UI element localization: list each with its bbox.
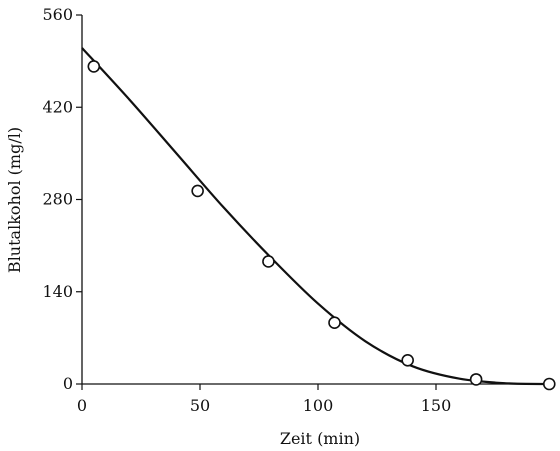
data-point <box>191 184 204 198</box>
x-axis-title: Zeit (min) <box>280 429 360 448</box>
data-point <box>262 255 275 268</box>
data-point <box>401 353 414 367</box>
x-ticks: 0 50 100 150 <box>77 384 451 415</box>
fitted-curve <box>81 47 550 386</box>
y-tick-label: 560 <box>42 5 73 24</box>
data-points <box>87 60 556 391</box>
data-point <box>328 316 341 330</box>
x-tick-label: 100 <box>303 396 334 415</box>
x-tick-label: 150 <box>421 396 452 415</box>
data-point <box>542 377 556 391</box>
y-tick-label: 280 <box>42 190 73 209</box>
x-tick-label: 0 <box>77 396 87 415</box>
data-point <box>87 60 101 73</box>
axes <box>81 15 554 385</box>
y-tick-label: 420 <box>42 97 73 116</box>
y-axis-title: Blutalkohol (mg/l) <box>5 127 24 273</box>
y-ticks: 0 140 280 420 560 <box>42 5 82 393</box>
y-tick-label: 0 <box>63 374 73 393</box>
x-tick-label: 50 <box>190 396 210 415</box>
data-point <box>469 373 483 386</box>
y-tick-label: 140 <box>42 282 73 301</box>
